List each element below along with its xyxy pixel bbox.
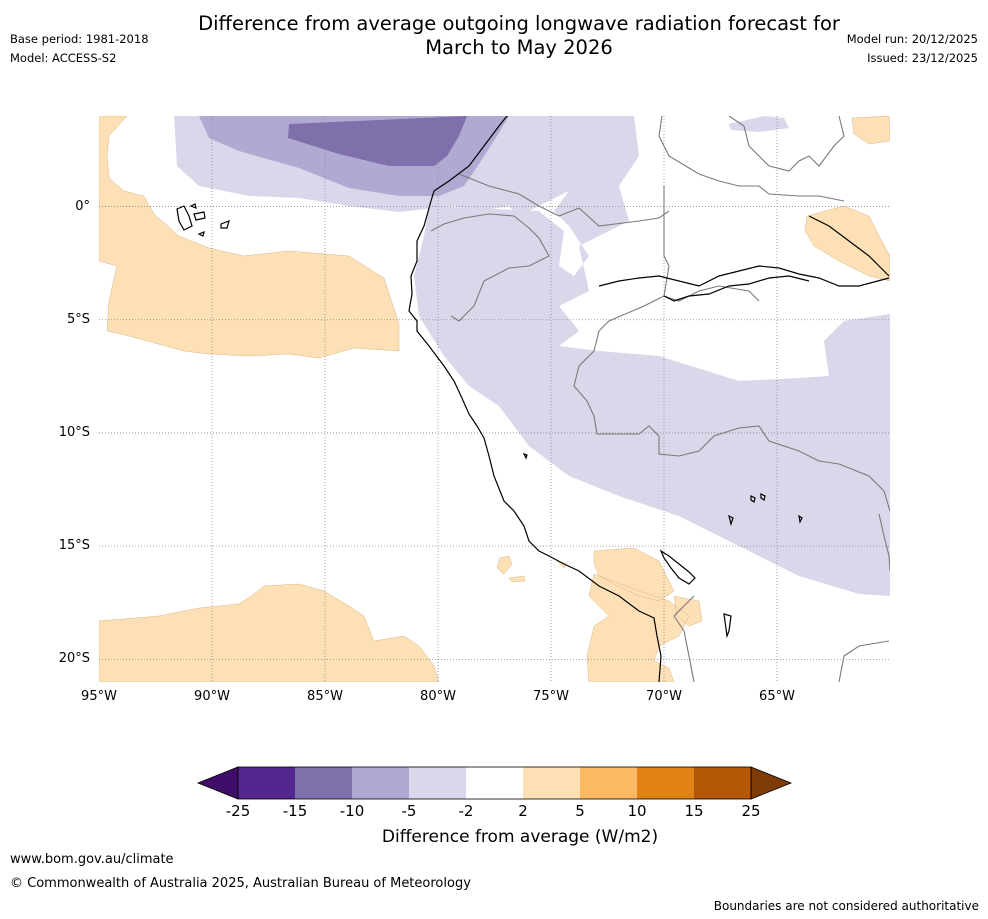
coastline-pacific [408, 116, 662, 682]
colorbar-tick-p5: 5 [575, 802, 585, 820]
lake-titicaca [659, 549, 696, 585]
anomaly-region-p2-p5-southwest [99, 583, 440, 682]
colorbar-tick-m10: -10 [339, 802, 365, 820]
colorbar-extend-high [750, 766, 793, 800]
lat-label-5s: 5°S [66, 312, 90, 327]
anomaly-region-p2-p5-north-east [851, 116, 890, 145]
border-bolivia-argentina [838, 640, 890, 682]
model-name: Model: ACCESS-S2 [10, 51, 117, 65]
issued-date: Issued: 23/12/2025 [867, 51, 978, 65]
colorbar-bin-m10-m5 [352, 767, 409, 799]
anomaly-region-m15-m10 [288, 116, 467, 166]
coastline [176, 116, 890, 682]
anomaly-region-p2-p5-south [586, 547, 703, 682]
colorbar-tick-p10: 10 [627, 802, 647, 820]
country-borders [431, 116, 890, 682]
border-peru-brazil [573, 295, 890, 512]
colorbar-title: Difference from average (W/m2) [381, 827, 659, 847]
map-gridlines [99, 116, 890, 682]
lon-label-90w: 90°W [194, 689, 230, 704]
galapagos-islands [176, 203, 230, 237]
border-ecuador-peru [430, 213, 550, 322]
disclaimer-text: Boundaries are not considered authoritat… [713, 899, 979, 913]
coastline-amazon-river [663, 275, 810, 302]
colorbar-tick-p15: 15 [684, 802, 704, 820]
border-colombia-brazil [663, 186, 760, 302]
colorbar-bin-p2-p5 [523, 767, 580, 799]
lon-label-80w: 80°W [420, 689, 456, 704]
colorbar-tick-m15: -15 [282, 802, 308, 820]
colorbar-extend-low [196, 766, 239, 800]
model-run: Model run: 20/12/2025 [846, 32, 978, 46]
colorbar-tick-m5: -5 [401, 802, 417, 820]
lat-label-20s: 20°S [58, 651, 90, 666]
lat-label-10s: 10°S [58, 425, 90, 440]
colorbar-outline [237, 766, 752, 800]
copyright-text: © Commonwealth of Australia 2025, Austra… [10, 876, 471, 891]
coastline-caribbean [598, 265, 890, 287]
lon-label-65w: 65°W [759, 689, 795, 704]
colorbar [196, 766, 793, 800]
colorbar-bin-m25-m15 [238, 767, 295, 799]
lon-label-75w: 75°W [533, 689, 569, 704]
website-link[interactable]: www.bom.gov.au/climate [10, 852, 174, 867]
border-ecuador-colombia [458, 173, 670, 227]
lat-label-0: 0° [75, 199, 90, 214]
coastline-amazon-mouth [808, 215, 890, 277]
lon-label-85w: 85°W [307, 689, 343, 704]
border-bolivia-brazil [878, 513, 890, 572]
border-colombia-venezuela [658, 116, 845, 202]
colorbar-bin-p10-p15 [637, 767, 694, 799]
map-title-line1: Difference from average outgoing longwav… [198, 12, 840, 35]
lon-label-95w: 95°W [81, 689, 117, 704]
lon-label-70w: 70°W [646, 689, 682, 704]
anomaly-region-m5-m2-andes [414, 186, 890, 596]
colorbar-tick-m25: -25 [225, 802, 251, 820]
border-bolivia-chile [673, 595, 695, 682]
colorbar-bin-m5-m2 [409, 767, 466, 799]
colorbar-bin-p5-p10 [580, 767, 637, 799]
lat-label-15s: 15°S [58, 538, 90, 553]
small-lakes [522, 452, 803, 639]
colorbar-bin-p15-p25 [694, 767, 751, 799]
map-title-line2: March to May 2026 [425, 36, 613, 59]
colorbar-tick-p25: 25 [741, 802, 761, 820]
anomaly-region-p2-p5-west [99, 116, 400, 359]
border-venezuela-brazil [728, 116, 845, 172]
base-period: Base period: 1981-2018 [10, 32, 149, 46]
map-title: Difference from average outgoing longwav… [0, 12, 988, 60]
forecast-map [99, 116, 890, 682]
colorbar-tick-m2: -2 [458, 802, 474, 820]
colorbar-bin-m2-p2 [466, 767, 523, 799]
colorbar-bin-m15-m10 [295, 767, 352, 799]
colorbar-tick-p2: 2 [518, 802, 528, 820]
